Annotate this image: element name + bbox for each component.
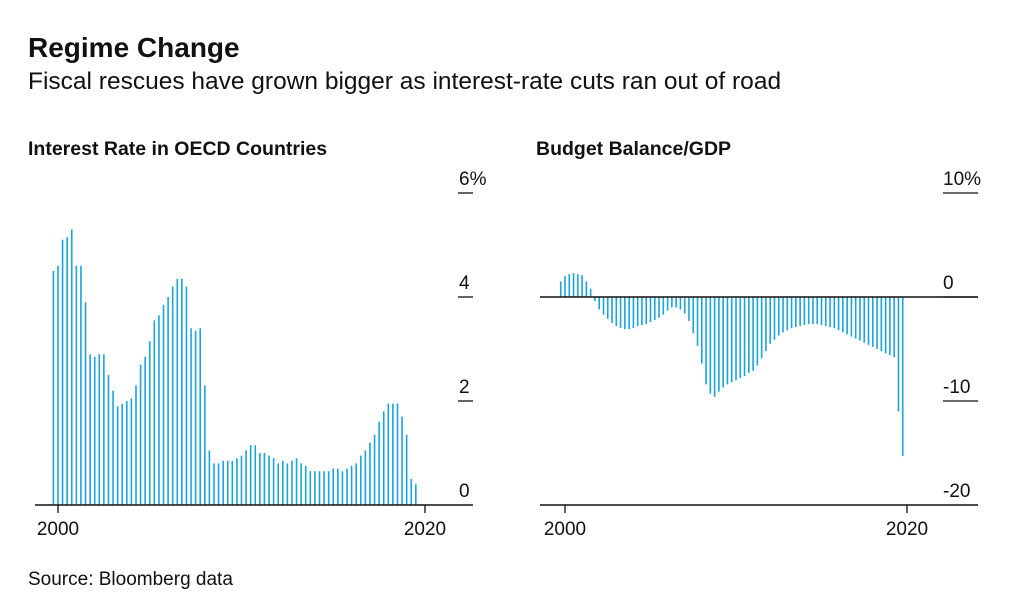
interest-rate-ytick-label: 2 <box>459 377 470 398</box>
budget-balance-ytick-label: 0 <box>943 273 954 294</box>
chart-title: Regime Change <box>28 32 240 63</box>
interest-rate-xtick-label: 2000 <box>37 519 79 540</box>
interest-rate-ytick-label: 6% <box>459 169 487 190</box>
budget-balance-ytick-label: 10% <box>943 169 981 190</box>
interest-rate-ytick-label: 0 <box>459 481 470 502</box>
interest-rate-panel-title: Interest Rate in OECD Countries <box>28 138 327 160</box>
interest-rate-xtick-label: 2020 <box>404 519 446 540</box>
interest-rate-panel: Interest Rate in OECD Countries 6%420200… <box>28 138 487 540</box>
budget-balance-ytick-label: -20 <box>943 481 970 502</box>
budget-balance-xtick-label: 2000 <box>544 519 586 540</box>
chart-subtitle: Fiscal rescues have grown bigger as inte… <box>28 68 782 95</box>
budget-balance-ytick-label: -10 <box>943 377 970 398</box>
budget-balance-panel-title: Budget Balance/GDP <box>536 138 731 160</box>
source-note: Source: Bloomberg data <box>28 569 233 590</box>
budget-balance-panel: Budget Balance/GDP 10% 0 -10 -20 2000 2020 <box>536 138 981 540</box>
interest-rate-ytick-label: 4 <box>459 273 470 294</box>
budget-balance-xtick-label: 2020 <box>886 519 928 540</box>
